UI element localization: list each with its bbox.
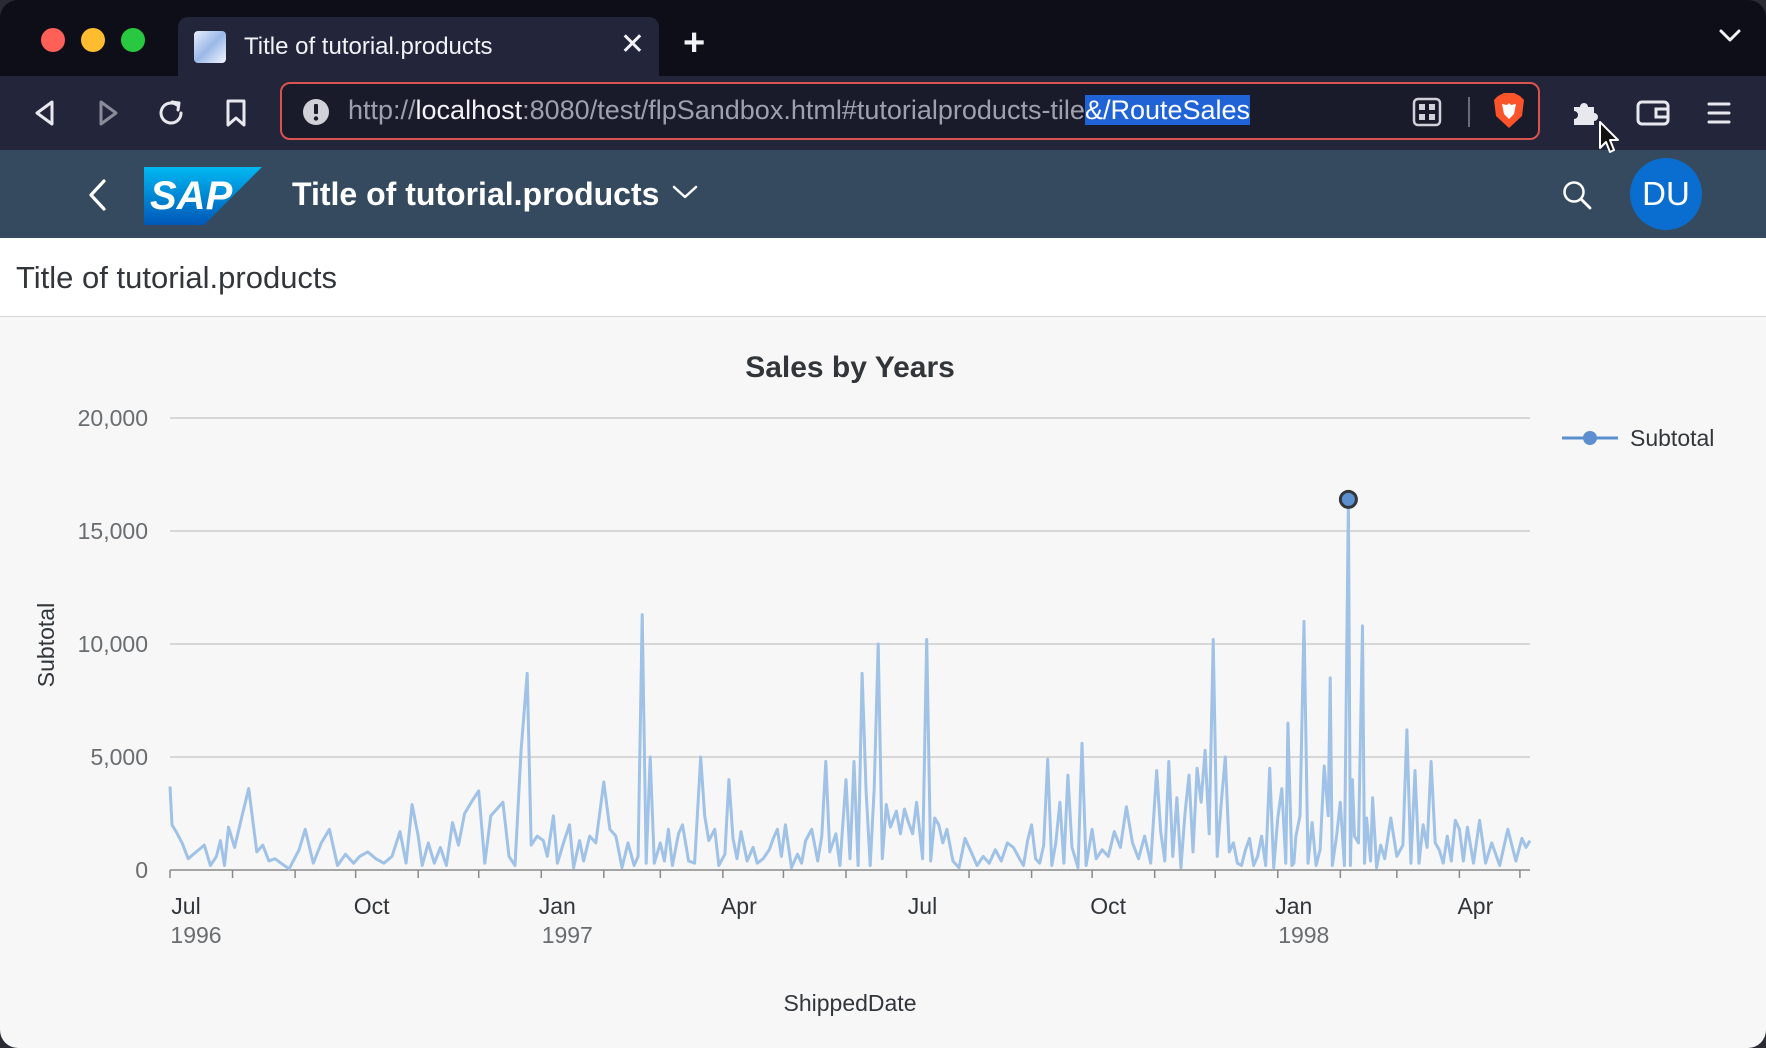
shell-bar: SAP Title of tutorial.products DU	[0, 150, 1766, 238]
legend-label-subtotal: Subtotal	[1630, 425, 1714, 451]
url-text[interactable]: http://localhost:8080/test/flpSandbox.ht…	[348, 95, 1251, 126]
y-tick-label: 0	[135, 857, 148, 883]
x-tick-label: Jul	[171, 893, 200, 919]
x-tick-label: Oct	[1090, 893, 1126, 919]
bookmark-icon[interactable]	[215, 92, 257, 134]
x-tick-label: Jan	[539, 893, 576, 919]
x-tick-year-label: 1998	[1278, 922, 1329, 948]
x-tick-label: Apr	[721, 893, 757, 919]
extensions-icon[interactable]	[1565, 92, 1607, 134]
wallet-icon[interactable]	[1632, 92, 1674, 134]
x-axis-ticks: Jul 1996 Oct Jan 1997 Apr Jul Oct Jan 1998 Apr	[169, 870, 1521, 948]
x-tick-year-label: 1996	[170, 922, 221, 948]
url-selected-text: &/RouteSales	[1084, 95, 1251, 125]
x-tick-year-label: 1997	[542, 922, 593, 948]
navigation-bar: http://localhost:8080/test/flpSandbox.ht…	[0, 76, 1766, 150]
user-avatar[interactable]: DU	[1630, 158, 1702, 230]
sales-line-chart[interactable]: Sales by Years 05,00010,00015,00020,000 …	[0, 317, 1766, 1048]
y-tick-label: 5,000	[90, 744, 148, 770]
close-tab-icon[interactable]: ✕	[619, 28, 645, 61]
browser-tab-active[interactable]: Title of tutorial.products ✕	[178, 17, 659, 76]
chart-title: Sales by Years	[745, 351, 955, 384]
chart-gridlines	[170, 417, 1530, 871]
y-tick-label: 15,000	[78, 518, 148, 544]
url-path: :8080/test/flpSandbox.html#tutorialprodu…	[522, 95, 1085, 125]
site-info-icon[interactable]	[302, 98, 330, 131]
y-tick-label: 20,000	[78, 405, 148, 431]
tab-title: Title of tutorial.products	[244, 33, 493, 60]
x-tick-label: Apr	[1457, 893, 1493, 919]
x-tick-label: Jul	[908, 893, 937, 919]
favicon-icon	[194, 31, 226, 63]
chevron-down-icon[interactable]	[672, 184, 698, 205]
x-axis-label: ShippedDate	[784, 990, 917, 1016]
tab-bar: Title of tutorial.products ✕ +	[0, 0, 1766, 76]
shell-app-title[interactable]: Title of tutorial.products	[292, 176, 660, 212]
highlighted-data-point[interactable]	[1338, 489, 1358, 509]
x-tick-label: Jan	[1275, 893, 1312, 919]
forward-icon[interactable]	[87, 92, 129, 134]
x-tick-label: Oct	[354, 893, 390, 919]
address-bar-divider	[1468, 97, 1470, 127]
search-icon[interactable]	[1562, 180, 1592, 215]
minimize-window-button[interactable]	[81, 28, 105, 52]
mouse-cursor-icon	[1598, 120, 1622, 161]
legend-point-marker	[1583, 431, 1597, 445]
url-host: localhost	[415, 95, 523, 125]
page-content	[0, 317, 1766, 1048]
menu-icon[interactable]	[1698, 92, 1740, 134]
back-navigation-icon[interactable]	[86, 178, 108, 217]
qr-code-icon[interactable]	[1412, 97, 1442, 132]
tab-list-chevron-icon[interactable]	[1718, 28, 1742, 49]
close-window-button[interactable]	[41, 28, 65, 52]
page-header: Title of tutorial.products	[0, 238, 1766, 317]
brave-shields-icon[interactable]	[1492, 92, 1526, 135]
legend[interactable]: Subtotal	[1562, 425, 1714, 451]
new-tab-button[interactable]: +	[683, 22, 706, 64]
y-tick-label: 10,000	[78, 631, 148, 657]
zoom-window-button[interactable]	[121, 28, 145, 52]
series-line-subtotal[interactable]	[168, 497, 1532, 871]
y-axis-label: Subtotal	[33, 603, 59, 687]
sap-logo[interactable]: SAP	[144, 167, 262, 225]
svg-text:SAP: SAP	[150, 174, 233, 218]
address-bar[interactable]: http://localhost:8080/test/flpSandbox.ht…	[280, 82, 1540, 140]
reload-icon[interactable]	[150, 92, 192, 134]
y-axis-ticks: 0 5,000 10,000 15,000 20,000	[78, 405, 148, 883]
back-icon[interactable]	[24, 92, 66, 134]
page-title: Title of tutorial.products	[16, 260, 338, 295]
url-scheme: http://	[348, 95, 416, 125]
